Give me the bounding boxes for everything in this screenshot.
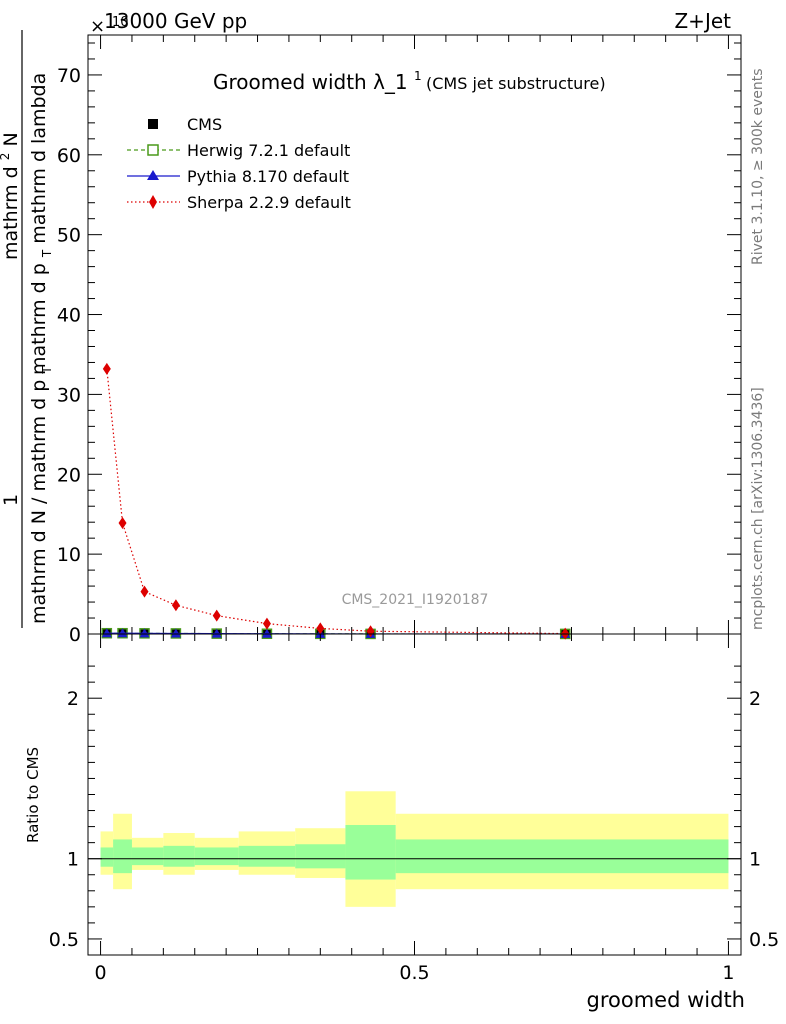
ratio-xtick-label: 0.5: [399, 962, 429, 984]
data-point-pythia: [139, 628, 150, 638]
ratio-ytick-label-right: 1: [749, 849, 761, 871]
data-point-pythia: [261, 628, 272, 638]
ylabel-denominator: mathrm d N / mathrm d p T: [28, 366, 54, 624]
ratio-axis-ticks: 0.5 0.5 1 1 2 2 0 0.5 1: [49, 634, 779, 984]
legend-entry-sherpa: Sherpa 2.2.9 default: [127, 193, 351, 212]
ratio-band-stat: [295, 844, 346, 869]
legend-marker-cms: [148, 119, 158, 129]
ylabel-right-main: mathrm d: [0, 166, 22, 260]
main-ytick-label: 20: [57, 464, 81, 486]
legend-entry-cms: CMS: [148, 115, 222, 134]
legend-label-sherpa: Sherpa 2.2.9 default: [187, 193, 351, 212]
ratio-ytick-label-left: 1: [67, 849, 79, 871]
ratio-ytick-label-left: 2: [67, 688, 79, 710]
ylabel-denominator-main: mathrm d N / mathrm d p: [28, 380, 50, 624]
legend-label-herwig: Herwig 7.2.1 default: [187, 141, 350, 160]
title-symbol: λ_1: [373, 70, 408, 94]
main-ytick-label: 0: [69, 624, 81, 646]
data-point-sherpa: [140, 585, 149, 598]
ylabel-right: mathrm d 2 N: [0, 132, 22, 260]
main-ytick-label: 30: [57, 384, 81, 406]
legend-label-cms: CMS: [187, 115, 222, 134]
legend-marker-herwig: [147, 144, 159, 156]
rivet-label: Rivet 3.1.10, ≥ 300k events: [750, 68, 766, 265]
legend: CMS Herwig 7.2.1 default Pythia 8.170 de…: [127, 115, 351, 212]
legend-marker-pythia: [147, 170, 159, 180]
plot-subtitle: (CMS jet substructure): [426, 74, 606, 93]
ylabel-right-den-sub: T: [40, 249, 54, 258]
data-point-pythia: [101, 628, 112, 638]
multiplier-exponent: 10: [112, 15, 129, 30]
main-ytick-label: 50: [57, 225, 81, 247]
legend-entry-herwig: Herwig 7.2.1 default: [127, 141, 350, 160]
data-point-sherpa: [171, 599, 180, 612]
main-panel: 0 10 20 30 40 50 60 70 Groomed width λ_1 1 (CMS…: [57, 34, 742, 646]
main-series: [101, 362, 571, 640]
legend-marker-sherpa: [149, 195, 157, 209]
ratio-band-stat: [194, 847, 239, 866]
data-point-pythia: [170, 628, 181, 638]
ratio-ytick-label-left: 0.5: [49, 929, 79, 951]
main-y-axis-label: 1 mathrm d N / mathrm d p T mathrm d 2 N…: [0, 30, 56, 628]
ratio-band-stat: [345, 824, 396, 880]
multiplier-prefix: ×: [90, 16, 105, 37]
title-superscript: 1: [414, 69, 422, 83]
energy-label: 13000 GeV pp: [104, 9, 247, 33]
data-point-pythia: [211, 628, 222, 638]
ratio-ytick-label-right: 2: [749, 688, 761, 710]
ylabel-numerator: 1: [0, 494, 22, 506]
data-point-sherpa: [316, 622, 325, 635]
ratio-panel: 0.5 0.5 1 1 2 2 0 0.5 1 Ratio to CMS groomed wid…: [24, 633, 779, 1012]
data-point-sherpa: [118, 516, 127, 529]
ylabel-denominator-sub: T: [40, 366, 54, 375]
ratio-band-stat: [163, 845, 195, 867]
title-main: Groomed width: [213, 70, 367, 94]
ylabel-right-den: mathrm d p T mathrm d lambda: [28, 73, 56, 375]
main-ytick-label: 40: [57, 305, 81, 327]
data-point-sherpa: [262, 617, 271, 630]
ylabel-right-den-main: mathrm d p: [28, 263, 50, 375]
main-ytick-label: 60: [57, 145, 81, 167]
data-point-sherpa: [212, 609, 221, 622]
ylabel-right-sup: 2: [0, 153, 12, 161]
ratio-band-stat: [131, 847, 164, 866]
plot-title: Groomed width λ_1 1: [213, 69, 422, 94]
ylabel-right-rest: N: [0, 132, 22, 146]
legend-label-pythia: Pythia 8.170 default: [187, 167, 349, 186]
ratio-band-stat: [395, 839, 729, 874]
ratio-band-stat: [113, 839, 132, 874]
data-point-sherpa: [102, 362, 111, 375]
ratio-y-axis-label: Ratio to CMS: [24, 747, 42, 843]
ylabel-right-den-rest: mathrm d lambda: [28, 73, 50, 244]
ratio-band-stat: [238, 845, 296, 867]
main-axis-ticks: 0 10 20 30 40 50 60 70: [57, 35, 741, 646]
x-axis-label: groomed width: [587, 988, 745, 1012]
analysis-watermark: CMS_2021_I1920187: [342, 592, 489, 608]
ratio-xtick-label: 1: [722, 962, 734, 984]
process-label: Z+Jet: [674, 9, 731, 33]
mcplots-label: mcplots.cern.ch [arXiv:1306.3436]: [750, 387, 766, 630]
data-point-pythia: [117, 628, 128, 638]
ratio-frame: [87, 633, 742, 956]
ratio-bands: [100, 791, 729, 907]
main-ytick-label: 10: [57, 544, 81, 566]
ratio-ytick-label-right: 0.5: [749, 929, 779, 951]
ratio-xtick-label: 0: [95, 962, 107, 984]
main-frame: [87, 34, 742, 635]
main-ytick-label: 70: [57, 65, 81, 87]
ratio-band-stat: [100, 847, 114, 867]
legend-entry-pythia: Pythia 8.170 default: [127, 167, 349, 186]
series-line-3: [106, 368, 566, 635]
